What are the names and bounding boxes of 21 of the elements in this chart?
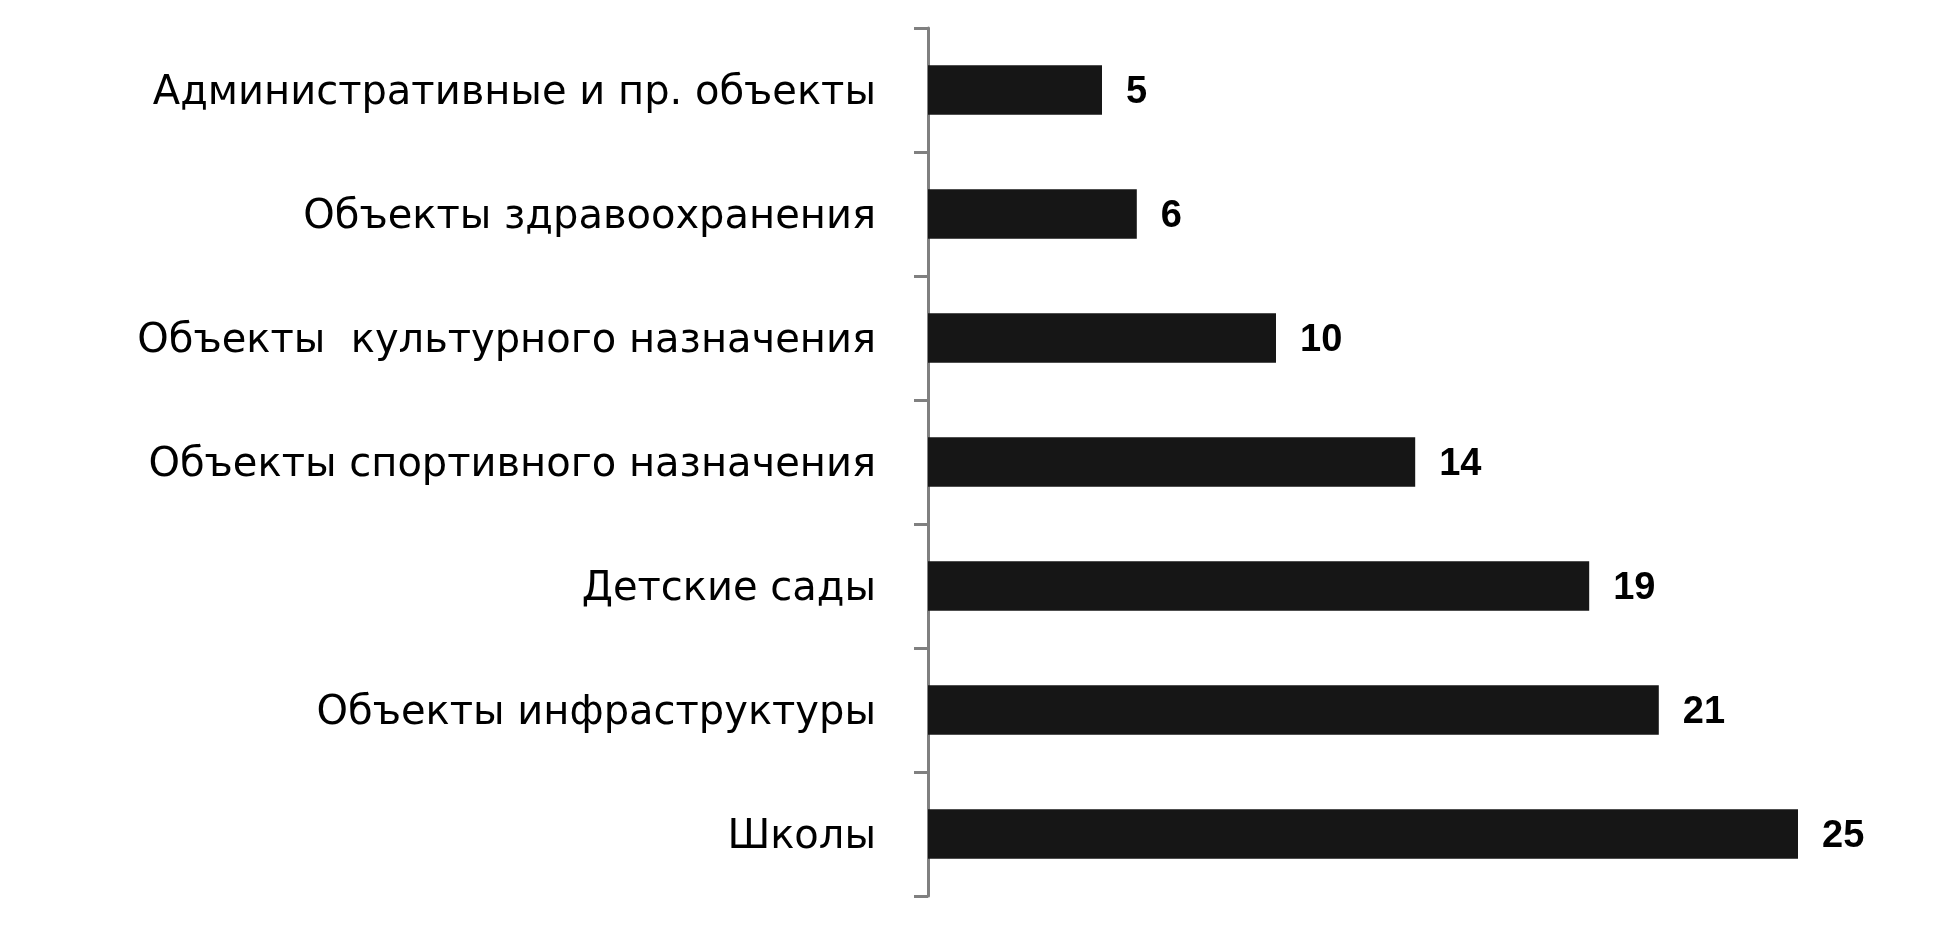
data-label: 5: [1126, 69, 1148, 111]
data-label: 21: [1682, 689, 1726, 731]
data-label: 10: [1300, 317, 1343, 359]
y-tick-label: Объекты здравоохранения: [303, 191, 876, 237]
y-tick-label: Объекты инфраструктуры: [316, 687, 876, 733]
bar: [928, 437, 1416, 487]
y-tick-label: Объекты культурного назначения: [137, 315, 876, 361]
data-label: 19: [1613, 565, 1656, 607]
bar: [928, 561, 1590, 611]
y-tick-label: Школы: [727, 811, 876, 857]
data-label: 14: [1439, 441, 1482, 483]
bar: [928, 685, 1659, 735]
data-label: 6: [1160, 193, 1182, 235]
y-tick-label: Объекты спортивного назначения: [148, 439, 876, 485]
y-tick-label: Детские сады: [581, 563, 876, 609]
bar: [928, 313, 1276, 363]
data-label: 25: [1822, 813, 1865, 855]
y-tick-label: Административные и пр. объекты: [152, 67, 876, 113]
bar: [928, 189, 1137, 239]
bar: [928, 809, 1798, 859]
bar: [928, 65, 1102, 115]
